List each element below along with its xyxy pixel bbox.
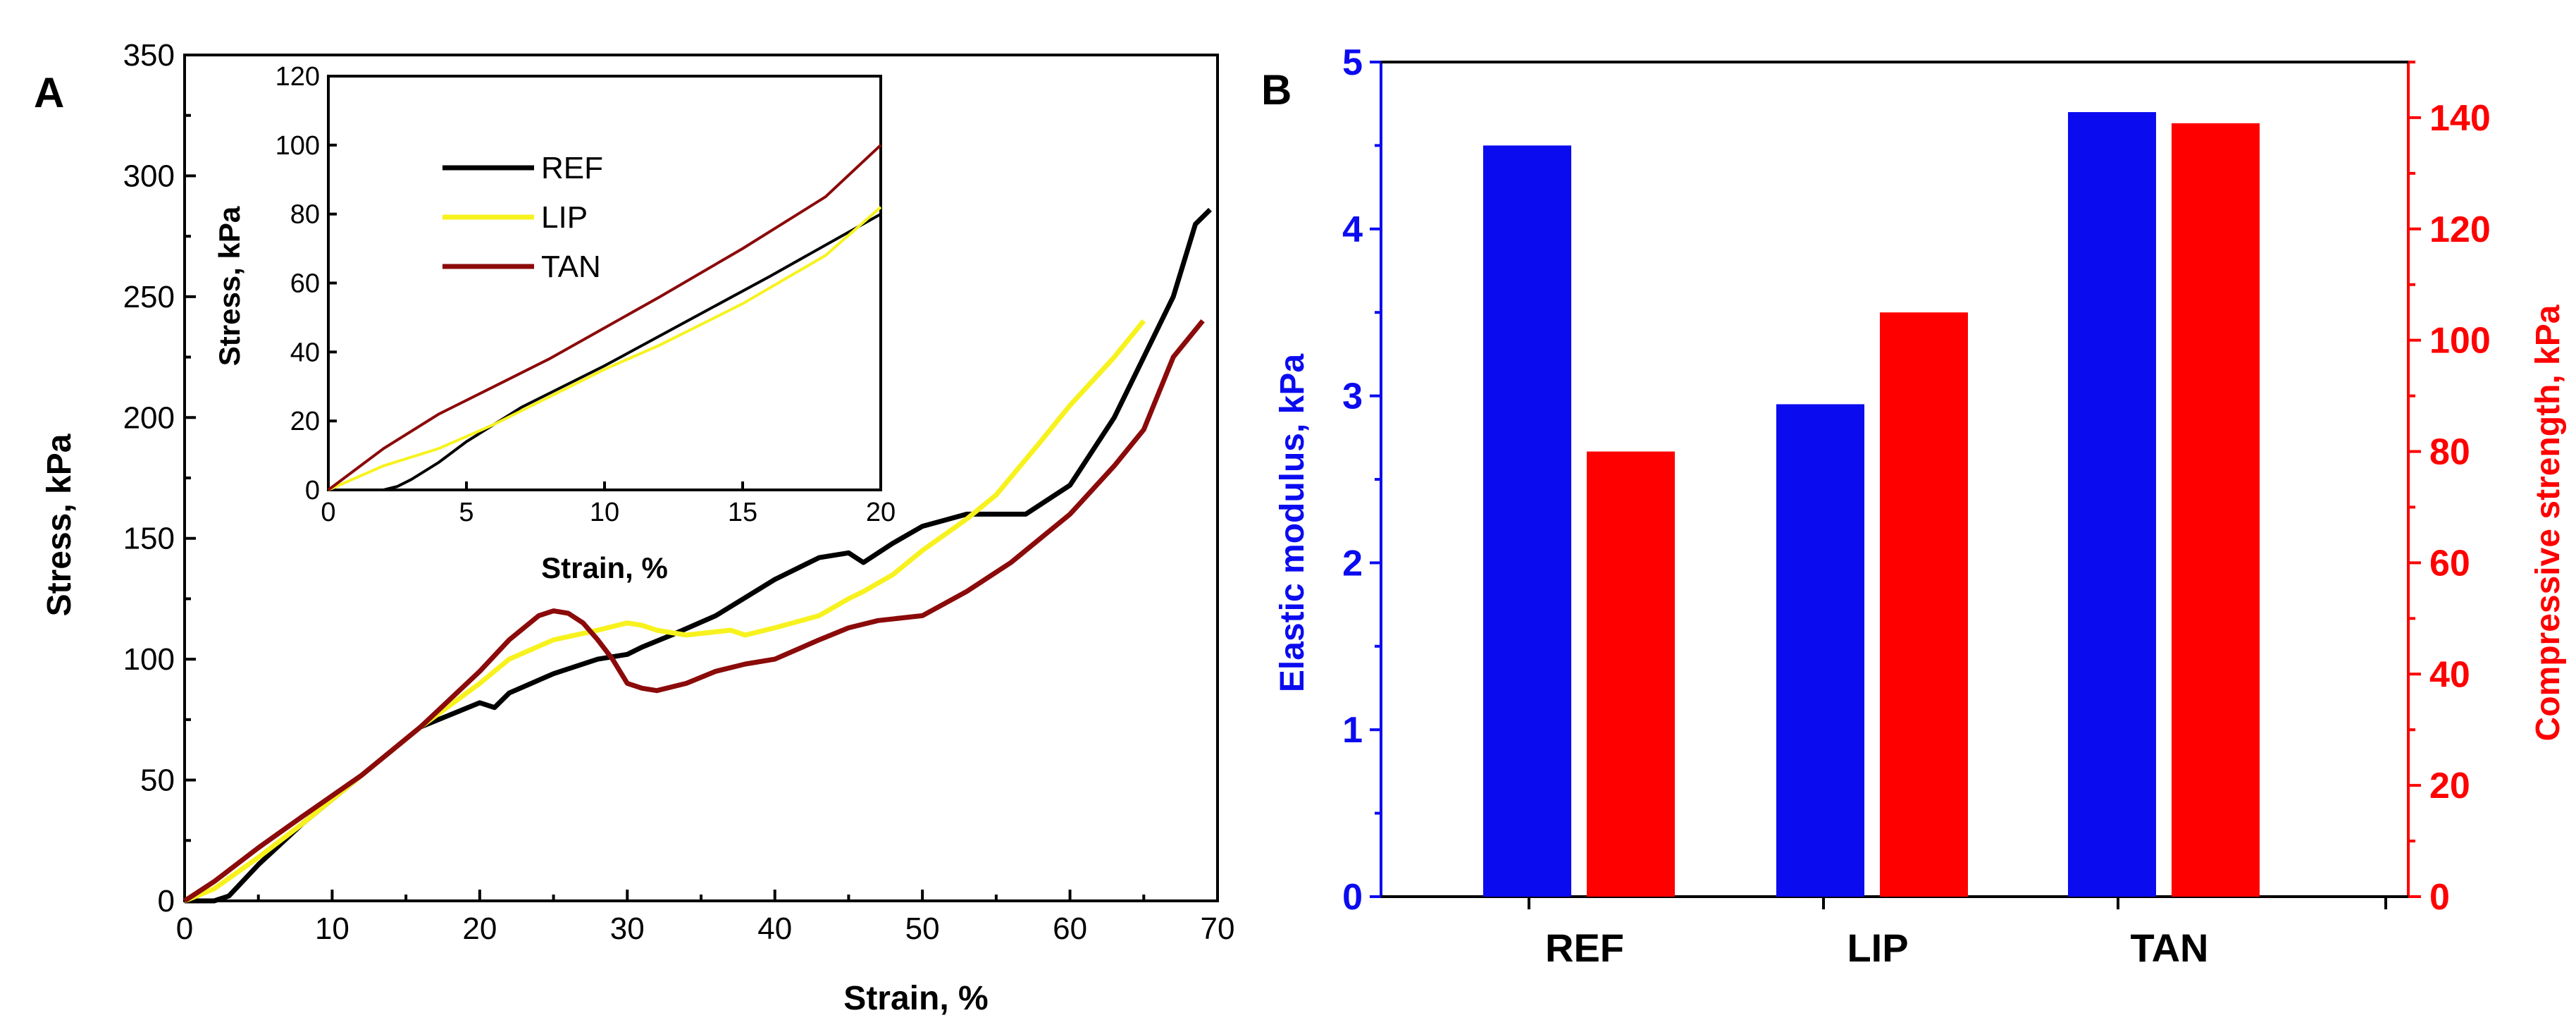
panel-a-series — [183, 207, 1212, 904]
y-tick-label: 200 — [123, 400, 175, 435]
legend-label-tan: TAN — [541, 250, 601, 284]
left-y-tick-label: 1 — [1342, 710, 1363, 751]
panel-a-inset-chart: 0 5 10 15 20 0 20 40 60 80 100 120 Strain, % Stress… — [213, 62, 896, 584]
inset-x-tick-label: 10 — [590, 498, 619, 527]
left-y-tick-label: 4 — [1342, 209, 1363, 250]
panel-b-bars: REF LIP TAN — [1483, 112, 2260, 970]
right-y-tick-label: 20 — [2429, 766, 2470, 806]
inset-x-tick-label: 15 — [728, 498, 757, 527]
x-tick-label: 70 — [1201, 911, 1235, 946]
elastic-modulus-bar-tan — [2068, 112, 2156, 897]
x-tick-label: 10 — [315, 911, 349, 946]
compressive-strength-bar-ref — [1587, 451, 1675, 897]
right-y-tick-label: 140 — [2429, 98, 2491, 139]
compressive-strength-axis-title: Compressive strength, kPa — [2529, 305, 2567, 741]
y-tick-label: 350 — [123, 38, 175, 73]
right-y-tick-label: 40 — [2429, 654, 2470, 695]
y-tick-label: 250 — [123, 280, 175, 314]
category-label-lip: LIP — [1847, 926, 1908, 970]
left-y-tick-label: 3 — [1342, 376, 1363, 417]
inset-series-line-lip — [328, 206, 882, 491]
legend-label-lip: LIP — [541, 200, 588, 235]
legend-label-ref: REF — [541, 151, 603, 185]
inset-y-tick-label: 40 — [290, 338, 320, 367]
y-tick-label: 100 — [123, 642, 175, 677]
inset-series — [327, 144, 882, 491]
x-tick-label: 40 — [757, 911, 792, 946]
right-y-tick-label: 60 — [2429, 543, 2470, 584]
panel-a-y-axis-title: Stress, kPa — [41, 434, 78, 616]
compressive-strength-bar-tan — [2172, 123, 2260, 897]
inset-series-line-tan — [327, 144, 882, 491]
panel-b-label: B — [1261, 66, 1292, 113]
panel-a-label: A — [34, 69, 64, 116]
y-tick-label: 50 — [140, 763, 175, 798]
y-tick-label: 300 — [123, 159, 175, 193]
panel-a-x-axis-title: Strain, % — [843, 980, 988, 1017]
elastic-modulus-bar-lip — [1776, 404, 1864, 897]
elastic-modulus-bar-ref — [1483, 145, 1571, 897]
inset-x-axis-title: Strain, % — [541, 551, 668, 584]
inset-y-tick-label: 100 — [275, 131, 320, 161]
inset-y-tick-label: 60 — [290, 269, 320, 299]
right-y-tick-label: 80 — [2429, 432, 2470, 473]
category-label-tan: TAN — [2131, 926, 2209, 970]
elastic-modulus-axis-title: Elastic modulus, kPa — [1274, 354, 1311, 692]
x-tick-label: 20 — [462, 911, 497, 946]
inset-y-axis-title: Stress, kPa — [213, 206, 246, 366]
right-y-tick-label: 0 — [2429, 877, 2450, 918]
left-y-tick-label: 0 — [1342, 877, 1363, 918]
inset-x-tick-label: 5 — [459, 498, 473, 527]
panel-b-bar-chart: B 0 1 2 3 4 5 0 20 40 60 80 100 120 140 REF LIP TAN Ela… — [1261, 42, 2567, 970]
left-y-tick-label: 5 — [1342, 42, 1363, 83]
right-y-tick-label: 100 — [2429, 321, 2491, 362]
inset-plot-frame — [327, 75, 882, 491]
inset-y-tick-label: 120 — [275, 62, 320, 92]
left-y-tick-label: 2 — [1342, 543, 1363, 584]
x-tick-label: 60 — [1053, 911, 1087, 946]
inset-series-line-ref — [328, 212, 881, 491]
inset-y-tick-label: 20 — [290, 407, 320, 436]
inset-axes: 0 5 10 15 20 0 20 40 60 80 100 120 — [275, 62, 896, 527]
legend: REF LIP TAN — [442, 151, 603, 284]
inset-x-tick-label: 0 — [321, 498, 335, 527]
inset-x-tick-label: 20 — [866, 498, 896, 527]
x-tick-label: 30 — [610, 911, 645, 946]
compressive-strength-bar-lip — [1880, 312, 1968, 897]
category-label-ref: REF — [1545, 926, 1624, 970]
right-y-tick-label: 120 — [2429, 209, 2491, 250]
y-tick-label: 150 — [123, 522, 175, 556]
x-tick-label: 50 — [905, 911, 940, 946]
inset-y-tick-label: 0 — [305, 476, 320, 505]
x-tick-label: 0 — [176, 911, 193, 946]
inset-y-tick-label: 80 — [290, 200, 320, 230]
series-line-tan — [183, 319, 1205, 903]
y-tick-label: 0 — [158, 884, 175, 919]
